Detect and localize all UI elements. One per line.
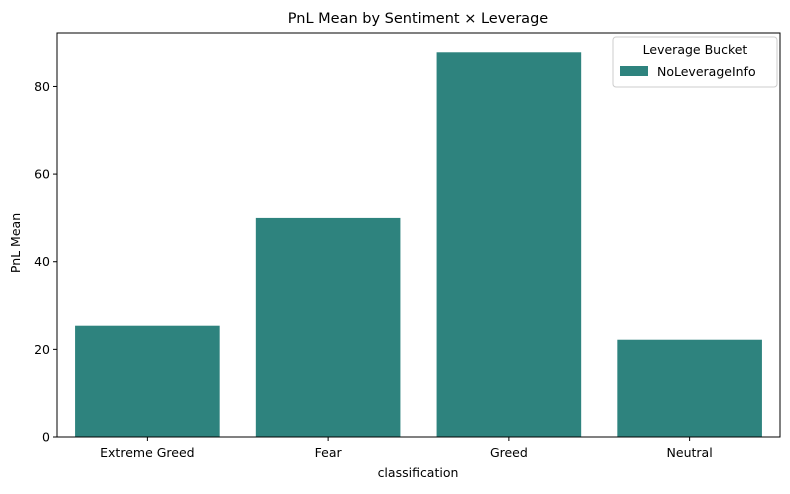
y-axis-label: PnL Mean: [8, 213, 23, 273]
legend-entry-label: NoLeverageInfo: [657, 64, 756, 79]
y-tick-label: 20: [34, 342, 50, 357]
x-tick-label: Fear: [315, 445, 343, 460]
ticks-layer: 0 20 40 60 80 Extreme Greed Fear Greed Neutral: [34, 79, 713, 460]
plot-frame: [56, 32, 781, 438]
legend-swatch: [620, 66, 648, 76]
x-tick-label: Extreme Greed: [100, 445, 194, 460]
legend-title: Leverage Bucket: [643, 42, 748, 57]
legend: Leverage Bucket NoLeverageInfo: [612, 36, 778, 88]
bar-neutral: [617, 339, 762, 437]
bar-fear: [255, 217, 401, 437]
x-tick-label: Neutral: [667, 445, 713, 460]
y-tick-label: 0: [42, 430, 50, 445]
bar-greed: [436, 52, 582, 438]
axes-layer: [56, 32, 781, 438]
x-tick-label: Greed: [490, 445, 528, 460]
bar-extreme-greed: [75, 325, 220, 437]
y-tick-label: 40: [34, 254, 50, 269]
x-axis-label: classification: [378, 465, 459, 480]
y-tick-label: 80: [34, 79, 50, 94]
bars-layer: [75, 52, 762, 438]
chart-title: PnL Mean by Sentiment × Leverage: [288, 11, 548, 27]
y-tick-label: 60: [34, 167, 50, 182]
legend-frame: [612, 36, 778, 88]
